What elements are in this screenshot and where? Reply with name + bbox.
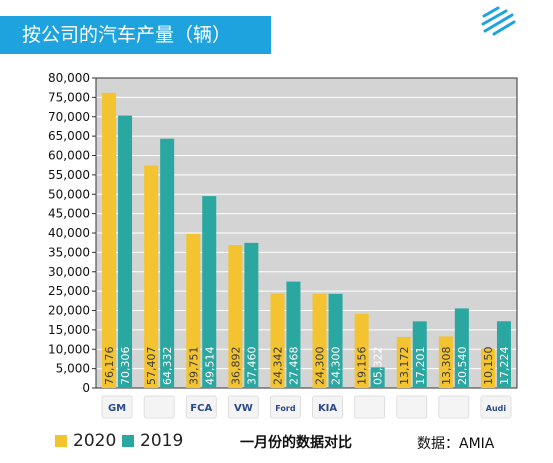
brand-logo-text-Audi: Audi: [486, 404, 507, 413]
brand-logo-text-GM: GM: [108, 403, 126, 414]
bar-2020-Audi: [480, 348, 495, 388]
bar-2019-Audi: [496, 321, 511, 388]
legend-item-2020: 2020: [55, 430, 116, 452]
bar-2020-FCA: [186, 233, 201, 388]
y-tick-label: 5,000: [56, 362, 90, 376]
legend-label-2019: 2019: [140, 431, 184, 451]
bar-2020-KIA: [312, 293, 327, 388]
y-tick-label: 25,000: [48, 284, 90, 298]
data-label-2020-Honda: 13,308: [440, 347, 453, 386]
legend-label-2020: 2020: [73, 431, 117, 451]
bar-2020-Ford: [270, 293, 285, 388]
bar-2019-Honda: [454, 308, 469, 388]
bar-2020-Honda: [438, 336, 453, 388]
bar-2019-GM: [118, 115, 133, 389]
bar-2019-VW: [244, 242, 259, 388]
brand-logo-Nissan: [143, 395, 175, 419]
brand-logo-Toyota: [396, 395, 428, 419]
brand-logo-GM: [101, 395, 133, 419]
data-label-2020-Ford: 24,342: [271, 347, 284, 386]
brand-logo-FCA: [185, 395, 217, 419]
brand-logo-Honda: [438, 395, 470, 419]
brand-logo-Ford: [270, 395, 301, 419]
data-label-2020-GM: 76,176: [103, 347, 116, 386]
data-label-2020-Toyota: 13,172: [398, 347, 411, 386]
y-tick-label: 0: [82, 381, 90, 395]
y-tick-label: 20,000: [48, 304, 90, 318]
y-tick-label: 40,000: [48, 226, 90, 240]
bar-2020-Toyota: [396, 336, 411, 388]
data-label-2019-Nissan: 64,332: [161, 347, 174, 386]
data-label-2019-Audi: 17,224: [498, 347, 511, 386]
legend-item-2019: 2019: [122, 430, 183, 452]
y-tick-label: 30,000: [48, 265, 90, 279]
data-label-2020-KIA: 24,300: [314, 347, 327, 386]
bar-2020-VW: [228, 245, 243, 388]
brand-logo-Audi: [480, 395, 512, 419]
bar-2020-GM: [102, 92, 117, 389]
brand-logo-VW: [227, 395, 259, 419]
legend-swatch-2020: [55, 435, 67, 447]
bar-2019-Mazda: [370, 367, 385, 388]
page-title: 按公司的汽车产量（辆）: [22, 24, 232, 46]
bar-2019-Nissan: [160, 138, 175, 388]
data-label-2019-Mazda: 05,322: [372, 347, 385, 386]
bar-2020-Mazda: [354, 313, 369, 388]
brand-logo-text-KIA: KIA: [318, 403, 337, 414]
y-tick-label: 80,000: [48, 71, 90, 85]
bar-2019-KIA: [328, 293, 343, 388]
y-tick-label: 60,000: [48, 149, 90, 163]
data-source: 数据：AMIA: [417, 436, 495, 452]
data-label-2020-Nissan: 57,407: [145, 347, 158, 386]
y-tick-label: 15,000: [48, 323, 90, 337]
y-tick-label: 10,000: [48, 342, 90, 356]
y-tick-label: 55,000: [48, 168, 90, 182]
data-label-2019-GM: 70,306: [119, 347, 132, 386]
data-label-2020-FCA: 39,751: [187, 347, 200, 386]
bar-2020-Nissan: [144, 165, 159, 388]
bar-2019-FCA: [202, 196, 217, 388]
bar-2019-Toyota: [412, 321, 427, 388]
data-label-2019-Ford: 27,468: [287, 347, 300, 386]
brand-logo-text-FCA: FCA: [190, 403, 212, 414]
brand-logo-text-Ford: Ford: [275, 404, 296, 413]
y-tick-label: 45,000: [48, 207, 90, 221]
plot-frame: [95, 77, 518, 389]
chart-caption: 一月份的数据对比: [240, 435, 352, 451]
bar-2019-Ford: [286, 281, 301, 388]
data-label-2020-Mazda: 19,156: [356, 347, 369, 386]
y-tick-label: 75,000: [48, 90, 90, 104]
y-tick-label: 35,000: [48, 245, 90, 259]
data-label-2019-FCA: 49,514: [203, 347, 216, 386]
y-tick-label: 65,000: [48, 129, 90, 143]
data-label-2019-Toyota: 17,201: [414, 347, 427, 386]
brand-logo-text-VW: VW: [234, 403, 253, 414]
brand-logo-Mazda: [354, 395, 386, 419]
brand-logo-KIA: [312, 395, 343, 419]
stripes-icon: [481, 6, 516, 36]
y-tick-label: 50,000: [48, 187, 90, 201]
data-label-2019-KIA: 24,300: [330, 347, 343, 386]
data-label-2019-VW: 37,460: [245, 347, 258, 386]
data-label-2020-Audi: 10,150: [482, 347, 495, 386]
title-banner: 按公司的汽车产量（辆）: [0, 16, 271, 54]
y-tick-label: 70,000: [48, 110, 90, 124]
data-label-2019-Honda: 20,540: [456, 347, 469, 386]
legend-swatch-2019: [122, 435, 134, 447]
data-label-2020-VW: 36,892: [229, 347, 242, 386]
